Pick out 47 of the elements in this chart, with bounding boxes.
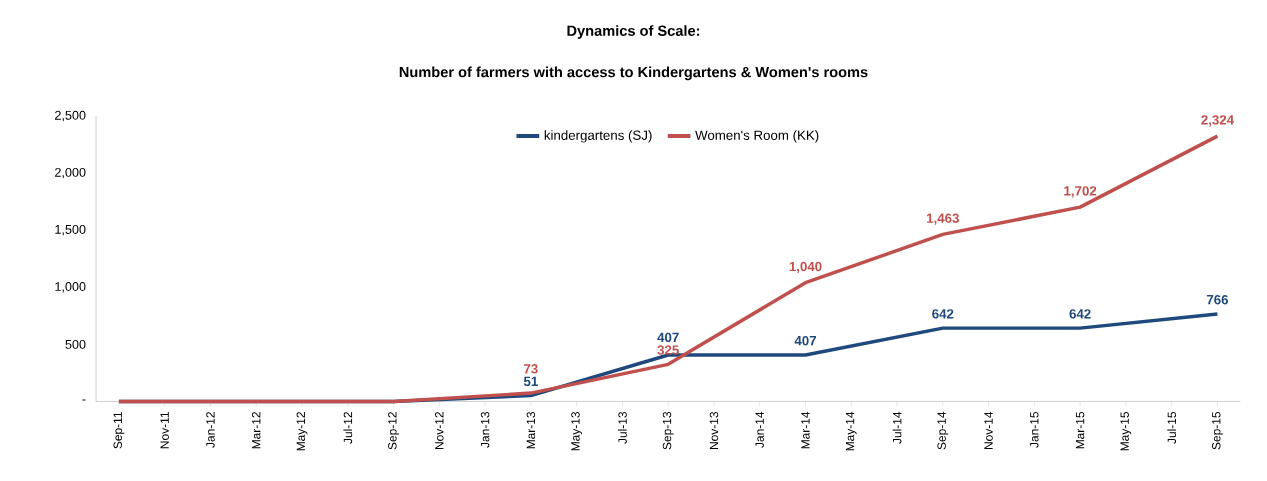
chart-subtitle: Number of farmers with access to Kindergartens & Women's rooms [399, 66, 868, 80]
data-label: 642 [1069, 308, 1091, 319]
data-label: 1,463 [927, 213, 959, 225]
x-tick-label: Mar-14 [801, 411, 810, 449]
x-tick-label: Sep-11 [113, 411, 125, 449]
x-tick-label: Jan-12 [206, 411, 215, 448]
x-tick-label: Nov-11 [160, 411, 169, 448]
x-tick-label: May-14 [845, 411, 857, 451]
x-tick-label: Jan-13 [480, 411, 490, 448]
x-tick-label: Mar-13 [526, 411, 536, 449]
data-label: 1,040 [789, 261, 822, 273]
data-label: 407 [794, 335, 816, 346]
y-tick-label: 2,500 [55, 110, 86, 122]
y-tick-label: 1,500 [55, 224, 86, 236]
x-tick-label: Nov-12 [435, 411, 444, 449]
x-tick-label: Sep-14 [937, 411, 949, 450]
data-label: 51 [523, 376, 538, 386]
data-label: 407 [657, 332, 679, 342]
x-tick-label: Jul-13 [618, 411, 627, 444]
x-tick-label: Nov-14 [984, 411, 993, 449]
x-tick-label: Jul-12 [343, 411, 353, 444]
data-label: 766 [1206, 294, 1229, 305]
y-tick-label: 2,000 [55, 167, 86, 179]
x-tick-label: Jul-15 [1167, 411, 1177, 444]
x-tick-label: Jan-15 [1030, 411, 1039, 448]
y-tick-label: - [82, 399, 86, 401]
data-label: 73 [524, 363, 538, 374]
x-tick-label: Jul-14 [892, 411, 902, 444]
chart-title: Dynamics of Scale: [567, 24, 700, 39]
x-tick-label: Jan-14 [755, 411, 764, 448]
y-tick-label: 1,000 [55, 281, 86, 293]
x-tick-label: Sep-15 [1212, 411, 1223, 450]
y-tick-label: 500 [65, 339, 86, 349]
data-label: 2,324 [1201, 114, 1234, 127]
x-tick-label: May-12 [296, 411, 308, 451]
x-tick-label: Sep-12 [388, 411, 399, 450]
x-tick-label: May-15 [1120, 411, 1132, 451]
data-label: 642 [932, 308, 954, 319]
x-tick-label: Mar-12 [252, 411, 261, 449]
data-label: 1,702 [1064, 185, 1097, 198]
x-tick-label: Mar-15 [1075, 411, 1085, 449]
x-tick-label: Nov-13 [709, 411, 719, 449]
legend-label: Women's Room (KK) [695, 129, 819, 143]
legend-label: kindergartens (SJ) [544, 129, 652, 143]
data-label: 325 [657, 345, 679, 355]
x-tick-label: Sep-13 [662, 411, 674, 450]
x-tick-label: May-13 [571, 411, 583, 451]
